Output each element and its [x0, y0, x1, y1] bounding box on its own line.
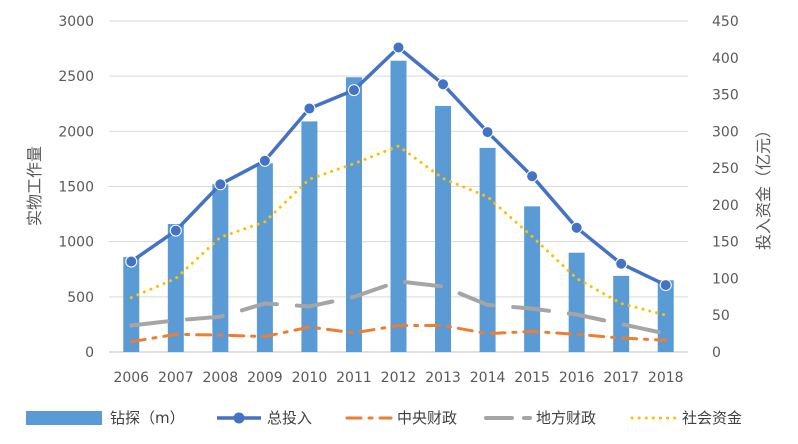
x-tick-label: 2009	[247, 370, 283, 386]
series-line-4	[129, 144, 668, 317]
point-total-investment	[169, 224, 182, 237]
x-tick-label: 2008	[203, 370, 239, 386]
right-tick-label: 450	[712, 14, 739, 30]
x-tick-label: 2016	[559, 370, 595, 386]
x-tick-label: 2015	[514, 370, 550, 386]
x-tick-label: 2010	[292, 370, 328, 386]
x-tick-label: 2007	[158, 370, 194, 386]
legend-label: 钻探（m）	[110, 409, 185, 427]
bar-drilling	[613, 275, 630, 352]
left-tick-label: 2000	[58, 124, 94, 140]
left-tick-label: 1000	[58, 235, 94, 251]
point-total-investment	[481, 126, 494, 139]
left-axis-title: 实物工作量	[25, 146, 44, 226]
bar-drilling	[256, 163, 273, 352]
right-tick-label: 200	[712, 198, 739, 214]
legend-swatch	[26, 411, 102, 425]
x-tick-label: 2017	[603, 370, 639, 386]
right-tick-label: 100	[712, 271, 739, 287]
point-total-investment	[570, 221, 583, 234]
bar-drilling	[524, 206, 541, 352]
bar-drilling	[212, 184, 229, 352]
bar-drilling	[657, 280, 674, 352]
left-tick-label: 2500	[58, 69, 94, 85]
right-tick-label: 300	[712, 124, 739, 140]
legend-label: 地方财政	[536, 409, 596, 427]
point-total-investment	[125, 255, 138, 268]
point-total-investment	[258, 154, 271, 167]
bar-drilling	[390, 60, 407, 352]
bar-drilling	[435, 105, 452, 352]
point-total-investment	[347, 84, 360, 97]
point-total-investment	[659, 279, 672, 292]
point-total-investment	[214, 178, 227, 191]
right-tick-label: 0	[712, 345, 721, 361]
right-tick-label: 400	[712, 51, 739, 67]
bar-drilling	[479, 147, 496, 352]
point-total-investment	[392, 41, 405, 54]
series-line-3	[129, 279, 668, 336]
legend-label: 社会资金	[682, 409, 742, 427]
left-tick-label: 3000	[58, 14, 94, 30]
right-tick-label: 150	[712, 235, 739, 251]
left-tick-label: 500	[67, 290, 94, 306]
x-tick-label: 2012	[381, 370, 417, 386]
left-tick-label: 0	[85, 345, 94, 361]
bar-drilling	[345, 77, 362, 353]
x-tick-label: 2006	[113, 370, 149, 386]
bar-drilling	[123, 257, 140, 352]
point-total-investment	[526, 170, 539, 183]
x-tick-label: 2014	[470, 370, 506, 386]
legend-label: 总投入	[267, 409, 312, 427]
bar-drilling	[568, 252, 585, 352]
point-total-investment	[303, 102, 316, 115]
bar-drilling	[301, 121, 318, 352]
right-tick-label: 50	[712, 308, 730, 324]
right-tick-label: 350	[712, 88, 739, 104]
point-total-investment	[615, 257, 628, 270]
x-tick-label: 2018	[648, 370, 684, 386]
right-axis-title: 投入资金（亿元）	[754, 122, 773, 250]
left-tick-label: 1500	[58, 180, 94, 196]
x-tick-label: 2011	[336, 370, 372, 386]
legend-label: 中央财政	[397, 409, 457, 427]
right-tick-label: 250	[712, 161, 739, 177]
x-tick-label: 2013	[425, 370, 461, 386]
bar-drilling	[167, 224, 184, 352]
legend-marker	[233, 412, 245, 424]
point-total-investment	[437, 78, 450, 91]
series-line-2	[129, 324, 668, 344]
